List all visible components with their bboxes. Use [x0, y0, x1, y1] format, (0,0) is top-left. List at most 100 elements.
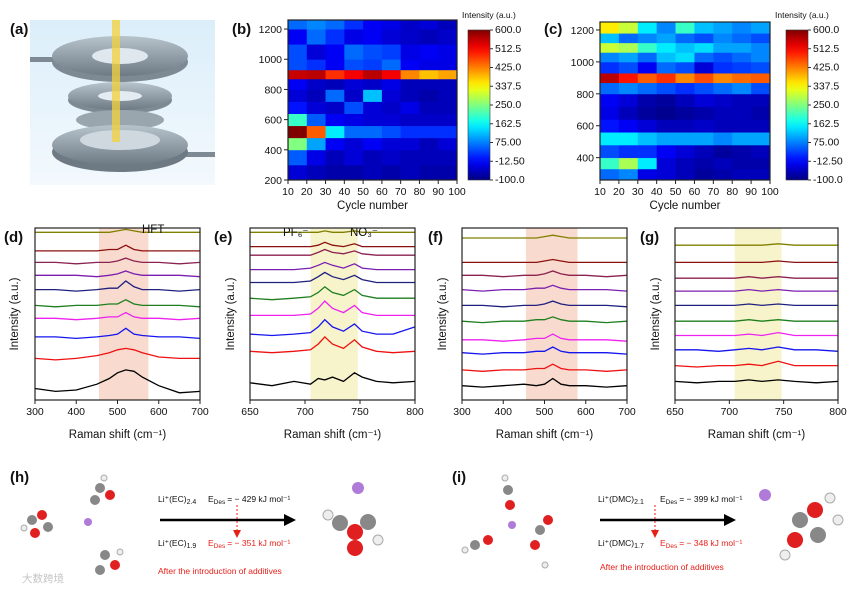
heatmap-cell: [381, 113, 402, 127]
heatmap-cell: [732, 119, 752, 133]
heatmap-cell: [637, 33, 658, 44]
heatmap-cell: [381, 125, 402, 139]
heatmap-cell: [306, 20, 326, 30]
heatmap-cell: [656, 157, 676, 170]
heatmap-cell: [694, 132, 714, 146]
heatmap-cell: [600, 82, 620, 95]
heatmap-cell: [751, 93, 771, 107]
heatmap-cell: [419, 89, 439, 102]
heatmap-cell: [732, 168, 752, 181]
heatmap-cell: [400, 89, 420, 102]
heatmap-cell: [732, 93, 752, 107]
heatmap-cell: [344, 101, 364, 114]
x-tick-label: 30: [320, 186, 332, 198]
heatmap-cell: [656, 73, 676, 84]
energy-value: = − 348 kJ mol⁻¹: [679, 538, 742, 548]
colorbar-tick-label: 162.5: [495, 118, 521, 130]
heatmap-cell: [438, 29, 458, 45]
heatmap-cell: [288, 125, 308, 139]
heatmap-cell: [419, 78, 439, 90]
heatmap-cell: [288, 113, 308, 127]
heatmap-cell: [675, 119, 695, 133]
heatmap-cell: [694, 33, 714, 44]
heatmap-cell: [732, 73, 752, 84]
x-tick-label: 700: [721, 406, 739, 418]
heatmap-cell: [694, 106, 714, 120]
heatmap-cell: [438, 89, 458, 102]
heatmap-cell: [400, 101, 420, 114]
heatmap-cell: [288, 164, 308, 181]
spectrum-line: [675, 346, 839, 352]
spectrum-line: [250, 241, 415, 248]
heatmap-cell: [325, 44, 345, 60]
heatmap-cell: [637, 119, 658, 133]
label-text: Li⁺(DMC): [598, 494, 634, 504]
annotation: PF₆⁻: [283, 227, 308, 239]
x-axis-label: Raman shift (cm⁻¹): [496, 429, 594, 441]
heatmap-cell: [713, 73, 733, 84]
colorbar-tick-label: -12.50: [813, 155, 843, 167]
heatmap-cell: [288, 137, 308, 151]
heatmap-cell: [732, 157, 752, 170]
heatmap-cell: [600, 42, 620, 53]
heatmap-cell: [713, 33, 733, 44]
heatmap-cell: [288, 101, 308, 114]
heatmap-cell: [637, 61, 658, 74]
heatmap-cell: [363, 137, 383, 151]
x-tick-label: 90: [432, 186, 444, 198]
heatmap-cell: [288, 89, 308, 102]
label: Li⁺(EC)1.9: [158, 538, 196, 550]
colorbar-tick-label: 512.5: [813, 43, 839, 55]
spectrum-line: [461, 363, 628, 372]
heatmap-cell: [618, 52, 639, 63]
heatmap-cell: [675, 157, 695, 170]
colorbar-tick-label: 512.5: [495, 43, 521, 55]
y-axis-label: Intensity (a.u.): [437, 277, 449, 350]
spectrum-line: [250, 271, 415, 284]
heatmap-cell: [419, 149, 439, 166]
x-tick-label: 700: [191, 406, 209, 418]
note: After the introduction of additives: [600, 562, 724, 572]
heatmap-cell: [751, 168, 771, 181]
heatmap-cell: [381, 59, 402, 71]
spectrum-line: [675, 331, 838, 337]
heatmap-cell: [600, 157, 620, 170]
energy-symbol: E: [208, 538, 214, 548]
spectrum-line: [35, 327, 201, 340]
heatmap-cell: [344, 137, 364, 151]
heatmap-cell: [694, 52, 714, 63]
energy-value: = − 429 kJ mol⁻¹: [227, 494, 290, 504]
heatmap-cell: [751, 132, 771, 146]
heatmap-cell: [694, 144, 714, 159]
heatmap-cell: [381, 44, 402, 60]
x-axis-label: Cycle number: [650, 200, 721, 212]
colorbar-tick-label: 162.5: [813, 118, 839, 130]
heatmap-cell: [306, 44, 326, 60]
heatmap-cell: [288, 44, 308, 60]
heatmap-cell: [675, 132, 695, 146]
heatmap-cell: [325, 101, 345, 114]
heatmap-cell: [713, 119, 733, 133]
spectrum-line: [675, 276, 838, 279]
heatmap-cell: [694, 61, 714, 74]
heatmap-cell: [637, 157, 658, 170]
heatmap-cell: [600, 106, 620, 120]
heatmap-cell: [751, 157, 771, 170]
heatmap-cell: [344, 44, 364, 60]
x-tick-label: 750: [775, 406, 793, 418]
x-tick-label: 700: [618, 406, 636, 418]
energy-value: = − 399 kJ mol⁻¹: [679, 494, 742, 504]
heatmap-cell: [637, 42, 658, 53]
x-tick-label: 100: [448, 186, 466, 198]
heatmap-cell: [344, 89, 364, 102]
heatmap-cell: [400, 137, 420, 151]
heatmap-cell: [675, 42, 695, 53]
spectrum-line: [35, 244, 200, 252]
heatmap-cell: [713, 168, 733, 181]
heatmap-cell: [751, 61, 771, 74]
heatmap-cell: [732, 61, 752, 74]
heatmap-cell: [306, 149, 326, 166]
molecule: [461, 474, 844, 569]
x-tick-label: 500: [536, 406, 554, 418]
heatmap-cell: [656, 132, 676, 146]
